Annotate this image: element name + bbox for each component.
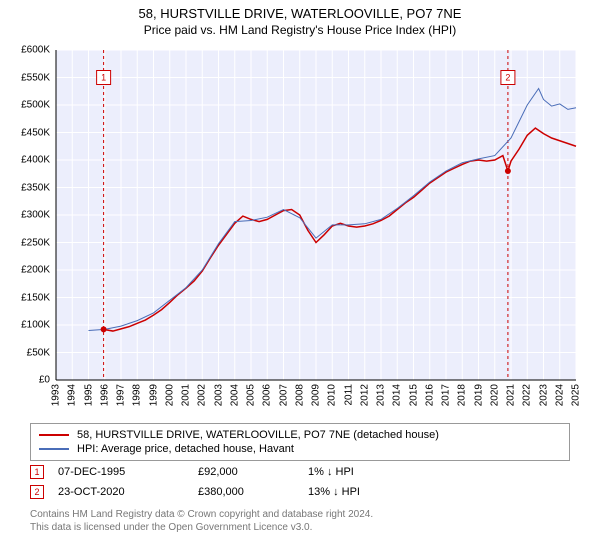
marker-cell: 1% ↓ HPI xyxy=(308,466,418,478)
x-axis-label: 1996 xyxy=(99,384,110,406)
x-axis-label: 2009 xyxy=(311,384,322,406)
x-axis-label: 2014 xyxy=(392,384,403,406)
y-axis-label: £150K xyxy=(0,292,50,303)
svg-text:1: 1 xyxy=(101,73,106,83)
legend-label: HPI: Average price, detached house, Hava… xyxy=(77,443,294,455)
x-axis-label: 1997 xyxy=(116,384,127,406)
y-axis-label: £50K xyxy=(0,347,50,358)
x-axis-label: 2022 xyxy=(522,384,533,406)
legend-swatch xyxy=(39,448,69,450)
x-axis-label: 2021 xyxy=(506,384,517,406)
marker-row: 1 07-DEC-1995£92,0001% ↓ HPI xyxy=(30,462,418,482)
x-axis-label: 2006 xyxy=(262,384,273,406)
x-axis-label: 1994 xyxy=(67,384,78,406)
y-axis-label: £300K xyxy=(0,210,50,221)
legend-box: 58, HURSTVILLE DRIVE, WATERLOOVILLE, PO7… xyxy=(30,423,570,461)
y-axis-label: £500K xyxy=(0,100,50,111)
x-axis-label: 2017 xyxy=(441,384,452,406)
marker-cell: 07-DEC-1995 xyxy=(58,466,198,478)
x-axis-label: 2020 xyxy=(489,384,500,406)
y-axis-label: £0 xyxy=(0,375,50,386)
x-axis-label: 2001 xyxy=(181,384,192,406)
marker-cell: 23-OCT-2020 xyxy=(58,486,198,498)
marker-number-box: 2 xyxy=(30,485,44,499)
marker-cell: £92,000 xyxy=(198,466,308,478)
x-axis-label: 2002 xyxy=(197,384,208,406)
footer: Contains HM Land Registry data © Crown c… xyxy=(30,508,373,534)
x-axis-label: 2012 xyxy=(359,384,370,406)
x-axis-label: 2025 xyxy=(571,384,582,406)
x-axis-label: 2004 xyxy=(229,384,240,406)
marker-cell: 13% ↓ HPI xyxy=(308,486,418,498)
marker-number-box: 1 xyxy=(30,465,44,479)
x-axis-label: 2023 xyxy=(538,384,549,406)
x-axis-label: 2008 xyxy=(294,384,305,406)
y-axis-label: £100K xyxy=(0,320,50,331)
x-axis-label: 2007 xyxy=(278,384,289,406)
y-axis-label: £250K xyxy=(0,237,50,248)
marker-cell: £380,000 xyxy=(198,486,308,498)
footer-line-1: Contains HM Land Registry data © Crown c… xyxy=(30,508,373,521)
y-axis-label: £450K xyxy=(0,127,50,138)
x-axis-label: 2010 xyxy=(327,384,338,406)
title-subtitle: Price paid vs. HM Land Registry's House … xyxy=(0,23,600,37)
x-axis-label: 1995 xyxy=(83,384,94,406)
legend-row: 58, HURSTVILLE DRIVE, WATERLOOVILLE, PO7… xyxy=(39,428,561,442)
y-axis-label: £200K xyxy=(0,265,50,276)
title-address: 58, HURSTVILLE DRIVE, WATERLOOVILLE, PO7… xyxy=(0,6,600,21)
x-axis-label: 2003 xyxy=(213,384,224,406)
marker-row: 2 23-OCT-2020£380,00013% ↓ HPI xyxy=(30,482,418,502)
y-axis-label: £400K xyxy=(0,155,50,166)
x-axis-label: 2019 xyxy=(473,384,484,406)
x-axis-label: 1993 xyxy=(51,384,62,406)
legend-row: HPI: Average price, detached house, Hava… xyxy=(39,442,561,456)
markers-table: 1 07-DEC-1995£92,0001% ↓ HPI 2 23-OCT-2020£… xyxy=(30,462,418,502)
y-axis-label: £350K xyxy=(0,182,50,193)
title-block: 58, HURSTVILLE DRIVE, WATERLOOVILLE, PO7… xyxy=(0,0,600,37)
container: 58, HURSTVILLE DRIVE, WATERLOOVILLE, PO7… xyxy=(0,0,600,560)
x-axis-label: 1999 xyxy=(148,384,159,406)
x-axis-label: 2011 xyxy=(343,384,354,406)
x-axis-label: 2024 xyxy=(554,384,565,406)
legend-swatch xyxy=(39,434,69,436)
svg-text:2: 2 xyxy=(505,73,510,83)
x-axis-label: 2013 xyxy=(376,384,387,406)
x-axis-label: 2015 xyxy=(408,384,419,406)
y-axis-label: £600K xyxy=(0,45,50,56)
legend-label: 58, HURSTVILLE DRIVE, WATERLOOVILLE, PO7… xyxy=(77,429,439,441)
chart-area: 12£0£50K£100K£150K£200K£250K£300K£350K£4… xyxy=(56,50,576,380)
y-axis-label: £550K xyxy=(0,72,50,83)
x-axis-label: 2000 xyxy=(164,384,175,406)
x-axis-label: 2018 xyxy=(457,384,468,406)
x-axis-label: 2005 xyxy=(246,384,257,406)
chart-svg: 12 xyxy=(56,50,576,380)
x-axis-label: 1998 xyxy=(132,384,143,406)
x-axis-label: 2016 xyxy=(424,384,435,406)
footer-line-2: This data is licensed under the Open Gov… xyxy=(30,521,373,534)
